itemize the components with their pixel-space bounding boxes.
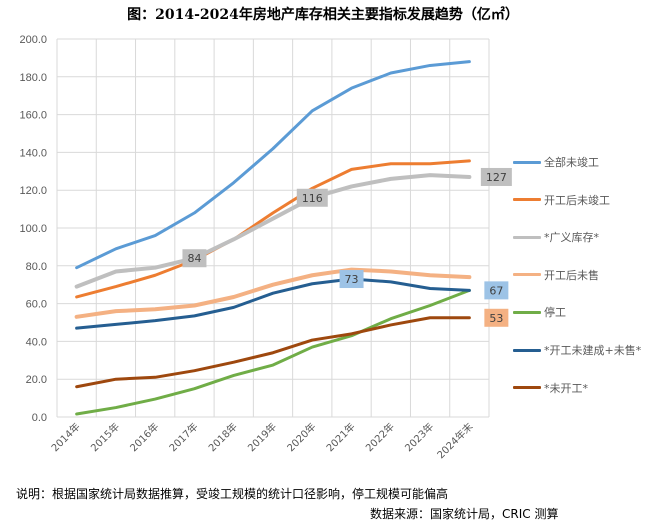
- chart-title: 图：2014-2024年房地产库存相关主要指标发展趋势（亿㎡）: [127, 7, 519, 23]
- x-tick-label: 2022年: [363, 420, 397, 454]
- legend-swatch: [513, 235, 541, 239]
- data-label-text: 116: [302, 192, 323, 205]
- legend-label: *广义库存*: [544, 231, 599, 245]
- legend-label: *开工未建成+未售*: [544, 344, 642, 357]
- data-label-bg: [296, 188, 328, 207]
- line-chart: 0.0 20.0 40.0 60.0 80.0 100.0 120.0 140.0 160.0 1…: [19, 34, 512, 461]
- legend-label: *未开工*: [544, 381, 588, 395]
- y-tick-label: 180.0: [19, 72, 47, 84]
- legend-label: 开工后未售: [544, 268, 599, 282]
- legend-item: 开工后未竣工: [513, 192, 610, 208]
- data-label: 53: [484, 308, 509, 327]
- x-tick-label: 2024年末: [434, 420, 475, 461]
- data-label-bg: [339, 270, 364, 289]
- y-tick-label: 160.0: [19, 110, 47, 122]
- data-label-text: 127: [486, 171, 507, 184]
- data-label-text: 84: [187, 252, 201, 265]
- data-label-text: 67: [489, 284, 503, 297]
- legend-item: 开工后未售: [513, 267, 599, 283]
- legend-item: 全部未竣工: [513, 154, 599, 170]
- data-label-text: 53: [489, 312, 503, 325]
- series-line-5: [75, 277, 471, 330]
- data-label-text: 73: [345, 273, 359, 286]
- data-label-bg: [182, 249, 207, 268]
- data-label: 73: [339, 270, 364, 289]
- source-note: 数据来源：国家统计局，CRIC 测算: [370, 507, 559, 521]
- series-line-3: [74, 267, 472, 319]
- x-tick-label: 2023年: [402, 420, 436, 454]
- x-tick-label: 2015年: [88, 420, 122, 454]
- x-tick-label: 2014年: [48, 420, 82, 454]
- series-line-4: [75, 288, 471, 416]
- y-tick-label: 60.0: [26, 299, 47, 311]
- legend-swatch: [513, 386, 541, 390]
- legend-swatch: [513, 160, 541, 164]
- data-label-bg: [484, 308, 509, 327]
- y-tick-label: 80.0: [26, 261, 47, 273]
- y-tick-label: 120.0: [19, 185, 47, 197]
- series-line-0: [75, 60, 471, 270]
- explanation-note: 说明：根据国家统计局数据推算，受竣工规模的统计口径影响，停工规模可能偏高: [16, 487, 449, 501]
- x-tick-label: 2019年: [245, 420, 279, 454]
- y-tick-label: 200.0: [19, 34, 47, 46]
- series-line-1: [75, 159, 471, 299]
- legend-item: *未开工*: [513, 380, 588, 396]
- legend-swatch: [513, 273, 541, 277]
- legend-label: 开工后未竣工: [544, 193, 610, 207]
- data-label: 116: [296, 188, 328, 207]
- data-label: 67: [484, 281, 509, 300]
- legend-swatch: [513, 198, 541, 202]
- legend-swatch: [513, 348, 541, 352]
- legend-label: 停工: [544, 306, 566, 320]
- x-tick-label: 2016年: [127, 420, 161, 454]
- x-tick-label: 2017年: [166, 420, 200, 454]
- legend-swatch: [513, 310, 541, 314]
- legend-item: *广义库存*: [513, 229, 599, 245]
- legend-item: 停工: [513, 304, 566, 320]
- x-tick-label: 2020年: [284, 420, 318, 454]
- legend-item: *开工未建成+未售*: [513, 342, 641, 358]
- y-tick-label: 40.0: [26, 336, 47, 348]
- series-line-2: [74, 173, 472, 289]
- y-tick-label: 100.0: [19, 223, 47, 235]
- data-label: 84: [182, 249, 207, 268]
- data-label: 127: [480, 167, 512, 186]
- y-tick-label: 0.0: [32, 412, 47, 424]
- data-label-bg: [480, 167, 512, 186]
- y-tick-label: 20.0: [26, 374, 47, 386]
- series-line-6: [75, 316, 471, 389]
- x-tick-label: 2018年: [206, 420, 240, 454]
- data-label-bg: [484, 281, 509, 300]
- legend-label: 全部未竣工: [544, 156, 599, 169]
- x-tick-label: 2021年: [323, 420, 357, 454]
- y-tick-label: 140.0: [19, 147, 47, 159]
